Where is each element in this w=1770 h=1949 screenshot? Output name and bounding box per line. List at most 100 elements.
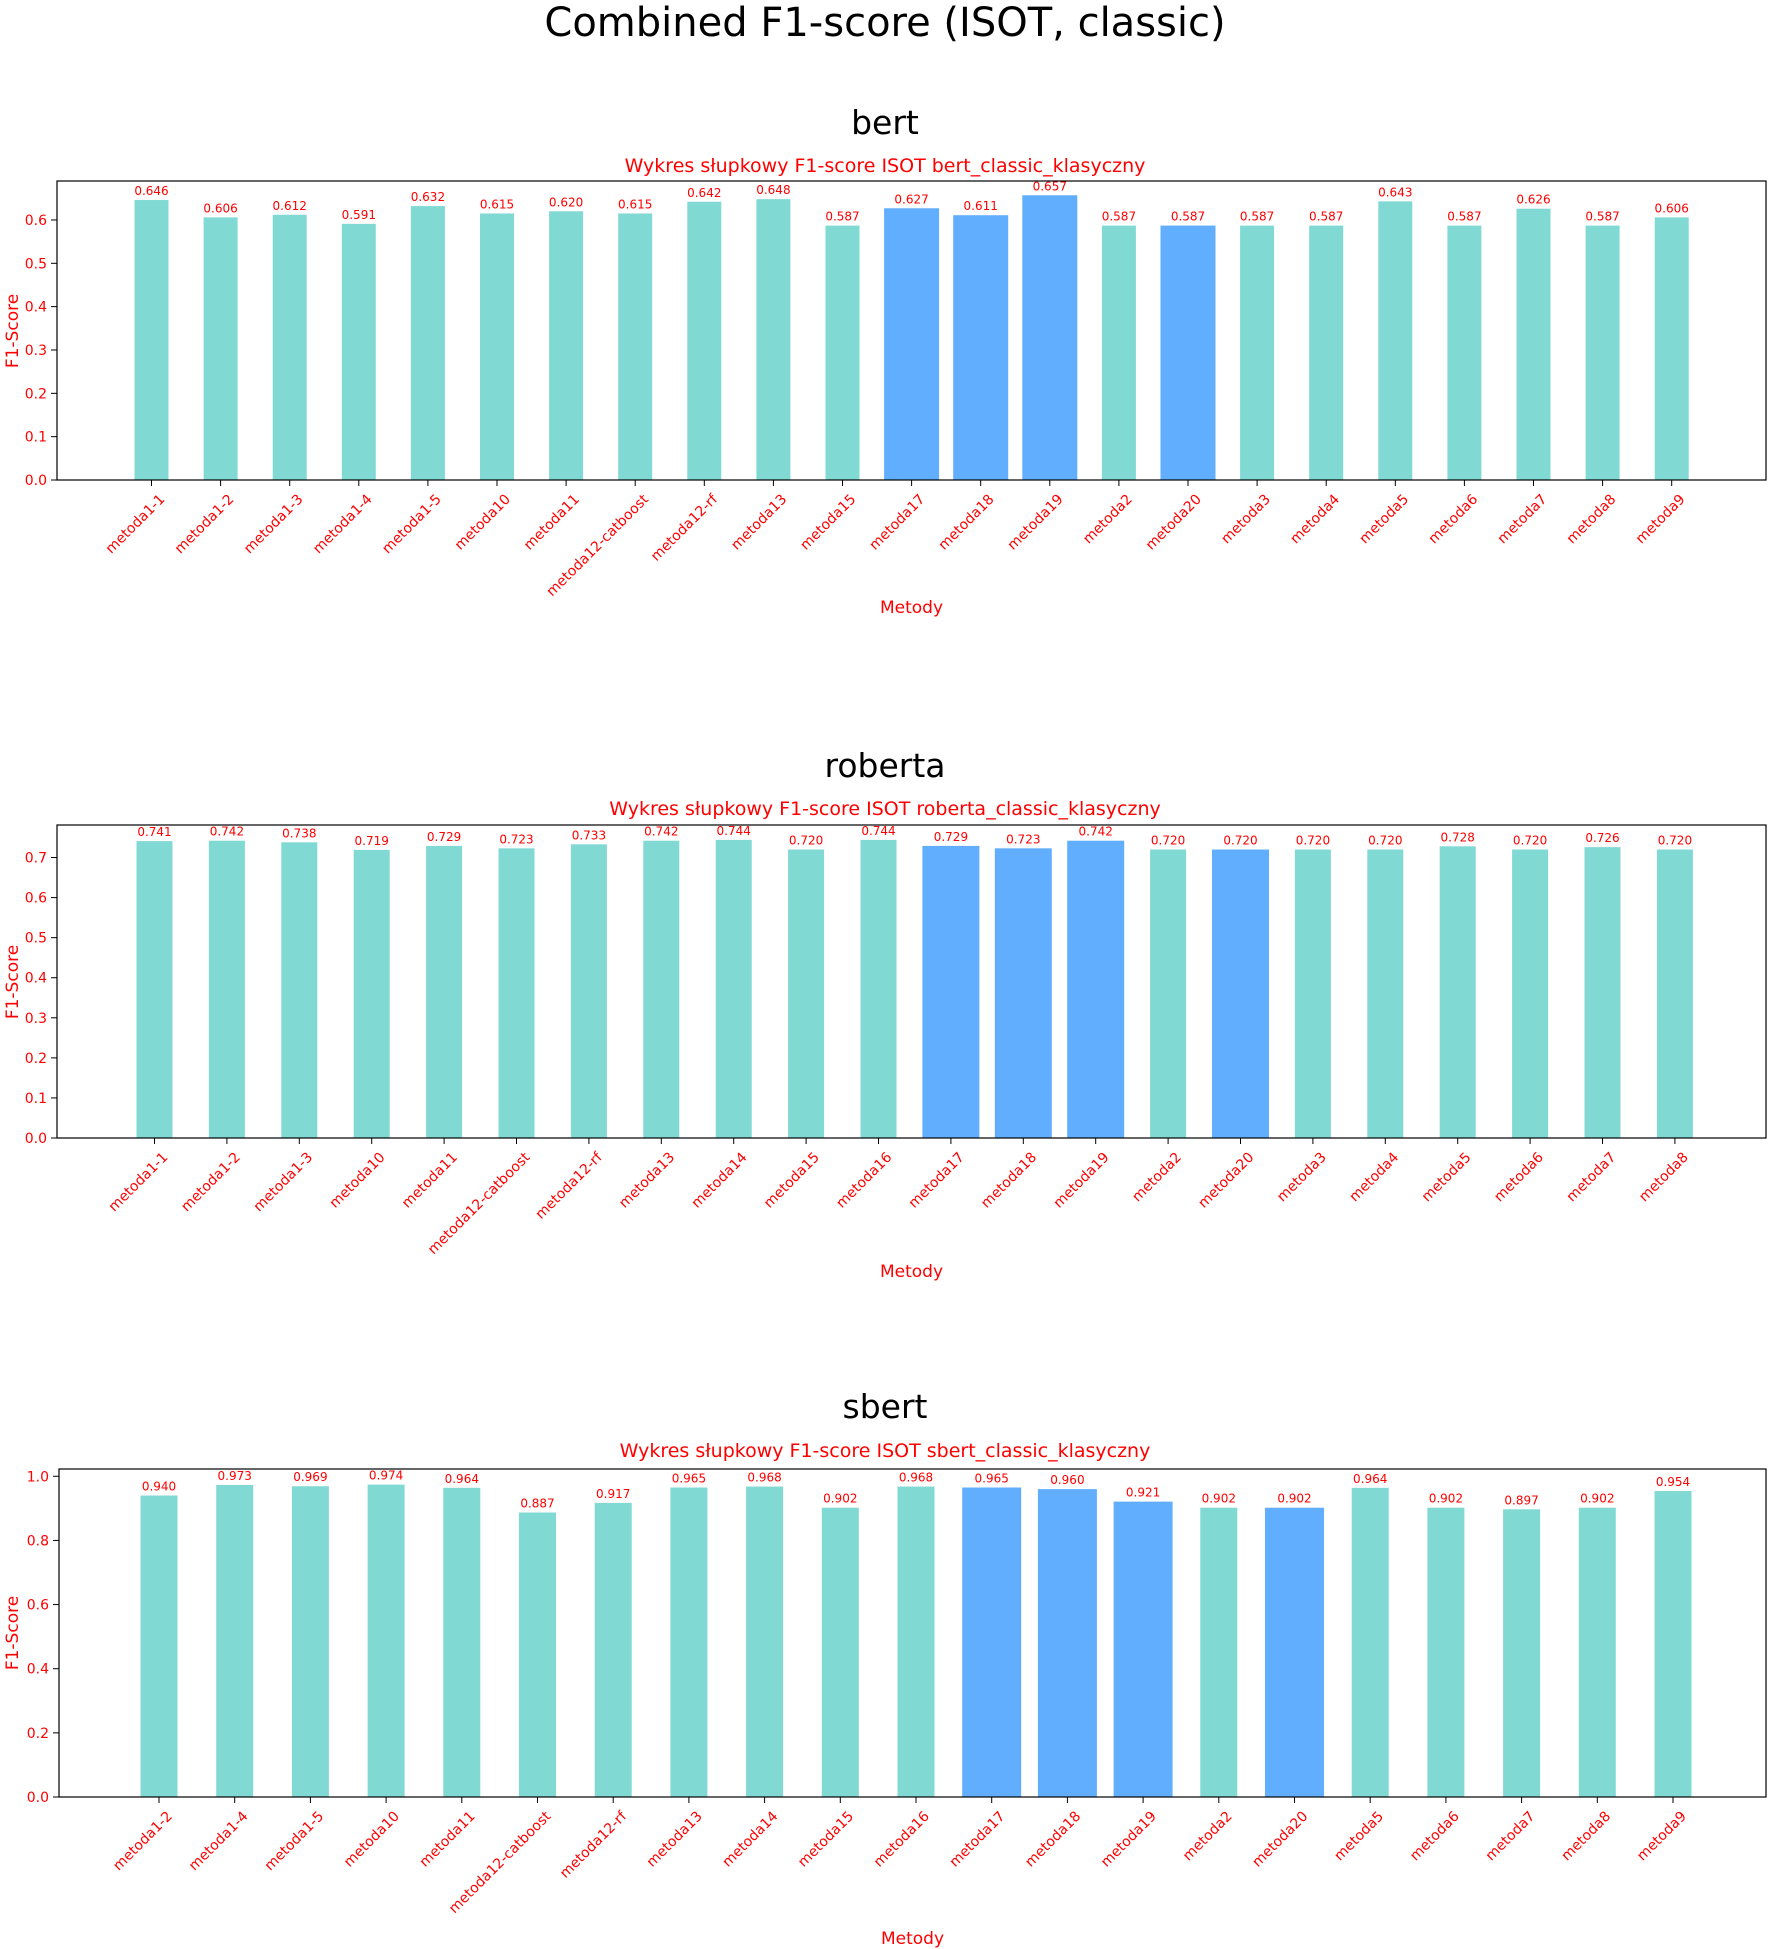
x-tick-label: metoda1-3	[241, 492, 307, 558]
bar-metoda7	[1503, 1509, 1541, 1797]
x-tick-label: metoda8	[1564, 492, 1620, 548]
bar-metoda4	[1309, 225, 1344, 480]
figure-suptitle: Combined F1-score (ISOT, classic)	[544, 0, 1225, 46]
x-tick-label: metoda13	[644, 1809, 706, 1871]
x-tick-label: metoda17	[906, 1150, 968, 1212]
x-tick-label: metoda16	[871, 1808, 933, 1870]
x-tick-label: metoda20	[1143, 492, 1205, 554]
bar-value-label: 0.917	[596, 1487, 630, 1501]
bar-metoda18	[994, 848, 1052, 1138]
bar-value-label: 0.587	[1171, 210, 1205, 224]
x-tick-label: metoda16	[833, 1149, 895, 1211]
x-tick-label: metoda8	[1636, 1150, 1692, 1206]
x-tick-label: metoda14	[719, 1808, 781, 1870]
x-tick-label: metoda15	[797, 492, 859, 554]
bar-value-label: 0.965	[672, 1472, 706, 1486]
bar-value-label: 0.606	[1655, 201, 1689, 215]
bar-metoda2	[1150, 849, 1187, 1138]
y-tick-label: 0.0	[25, 1131, 47, 1147]
x-tick-label: metoda9	[1634, 1809, 1690, 1865]
bar-metoda12-catboost	[498, 848, 535, 1138]
bar-value-label: 0.646	[134, 184, 168, 198]
bar-value-label: 0.741	[137, 825, 171, 839]
bar-value-label: 0.738	[282, 826, 316, 840]
y-tick-label: 0.3	[25, 1011, 47, 1027]
bar-value-label: 0.968	[899, 1471, 933, 1485]
y-tick-label: 0.4	[25, 300, 47, 316]
y-tick-label: 0.4	[27, 1662, 49, 1678]
bar-value-label: 0.615	[618, 197, 652, 211]
bar-value-label: 0.648	[756, 183, 790, 197]
x-tick-label: metoda20	[1195, 1150, 1257, 1212]
bar-metoda10	[480, 213, 514, 480]
bar-value-label: 0.720	[1368, 834, 1402, 848]
bar-value-label: 0.632	[411, 190, 445, 204]
bar-value-label: 0.965	[975, 1472, 1009, 1486]
x-tick-label: metoda8	[1558, 1809, 1614, 1865]
bar-value-label: 0.897	[1504, 1493, 1538, 1507]
x-tick-label: metoda2	[1129, 1150, 1185, 1206]
bar-metoda11	[549, 211, 584, 481]
bar-value-label: 0.729	[934, 830, 968, 844]
bar-value-label: 0.587	[825, 210, 859, 224]
bar-metoda8	[1656, 849, 1693, 1138]
bar-value-label: 0.742	[1079, 825, 1113, 839]
bar-metoda19	[1113, 1501, 1173, 1797]
bar-value-label: 0.742	[210, 825, 244, 839]
bar-metoda19	[1067, 840, 1125, 1138]
bar-value-label: 0.587	[1447, 210, 1481, 224]
y-tick-label: 0.6	[25, 891, 47, 907]
bar-metoda15	[821, 1507, 859, 1797]
x-tick-label: metoda7	[1564, 1150, 1620, 1206]
y-tick-label: 0.8	[27, 1533, 49, 1549]
bar-value-label: 0.627	[894, 192, 928, 206]
bar-metoda6	[1447, 225, 1482, 480]
bar-metoda3	[1294, 849, 1331, 1138]
bar-metoda1-4	[341, 223, 376, 480]
bar-metoda1-2	[203, 217, 238, 480]
bar-metoda1-1	[136, 841, 173, 1138]
chart-panel-roberta: roberta Wykres słupkowy F1-score ISOT rob…	[3, 746, 1767, 1282]
bar-metoda20	[1212, 849, 1269, 1138]
x-tick-label: metoda1-2	[172, 492, 238, 558]
x-tick-label: metoda11	[521, 492, 583, 554]
y-tick-label: 1.0	[27, 1469, 49, 1485]
x-tick-label: metoda2	[1080, 492, 1136, 548]
bar-metoda17	[962, 1487, 1022, 1797]
chart-panel-bert: bert Wykres słupkowy F1-score ISOT bert_c…	[3, 103, 1767, 618]
panel-title: sbert	[843, 1387, 928, 1426]
x-tick-label: metoda15	[761, 1150, 823, 1212]
x-axis-label: Metody	[880, 598, 943, 618]
bar-value-label: 0.626	[1516, 193, 1550, 207]
bar-metoda2	[1200, 1507, 1238, 1797]
bar-metoda5	[1351, 1487, 1389, 1797]
bar-value-label: 0.742	[644, 825, 678, 839]
bar-metoda3	[1240, 225, 1275, 480]
x-tick-label: metoda4	[1346, 1149, 1402, 1205]
bar-metoda12-rf	[570, 844, 607, 1138]
bar-value-label: 0.973	[218, 1469, 252, 1483]
x-tick-label: metoda5	[1419, 1150, 1475, 1206]
bar-value-label: 0.719	[355, 834, 389, 848]
bar-value-label: 0.726	[1585, 831, 1619, 845]
bar-value-label: 0.720	[1223, 834, 1257, 848]
bar-metoda1-3	[281, 842, 318, 1138]
bar-metoda1-2	[140, 1495, 178, 1797]
axes-frame	[56, 824, 1767, 1139]
bar-value-label: 0.657	[1033, 179, 1067, 193]
bar-metoda7	[1584, 847, 1621, 1138]
bar-metoda13	[643, 840, 680, 1138]
bar-metoda7	[1516, 208, 1551, 480]
bar-value-label: 0.642	[687, 186, 721, 200]
chart-panel-sbert: sbert Wykres słupkowy F1-score ISOT sbert…	[3, 1387, 1767, 1949]
bar-metoda2	[1101, 225, 1136, 480]
y-tick-label: 0.6	[25, 213, 47, 229]
y-tick-label: 0.0	[27, 1790, 49, 1806]
x-tick-label: metoda7	[1483, 1809, 1539, 1865]
x-tick-label: metoda1-2	[110, 1809, 176, 1875]
x-tick-label: metoda12-rf	[648, 491, 722, 565]
y-tick-label: 0.7	[25, 851, 47, 867]
x-tick-label: metoda18	[978, 1150, 1040, 1212]
bar-value-label: 0.733	[572, 828, 606, 842]
bar-value-label: 0.720	[789, 834, 823, 848]
